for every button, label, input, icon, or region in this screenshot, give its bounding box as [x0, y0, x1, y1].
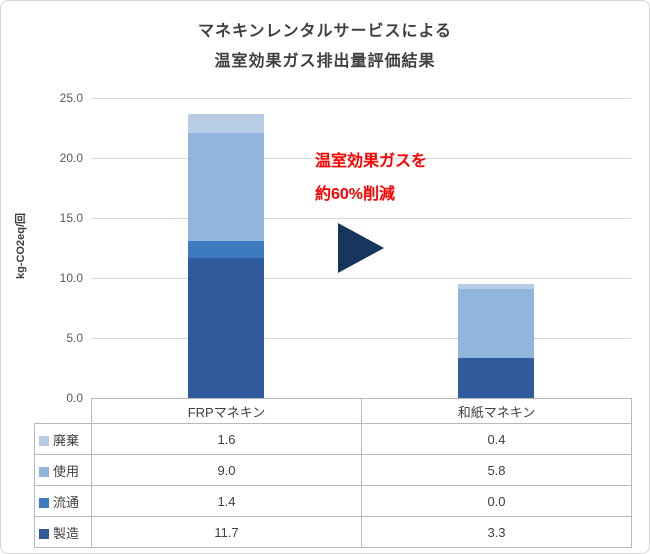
table-row-use: 使用 9.0 5.8: [34, 454, 632, 486]
table-header-row: FRPマネキン 和紙マネキン: [91, 398, 632, 424]
value-cell: 1.4: [91, 485, 362, 517]
stacked-bar-frp-mannequin: [188, 113, 264, 398]
bar-segment: [188, 240, 264, 258]
annotation-line1: 温室効果ガスを: [315, 153, 428, 170]
value-cell: 3.3: [361, 516, 632, 548]
chart-title-line1: マネキンレンタルサービスによる: [197, 23, 453, 40]
stacked-bar-washi-mannequin: [458, 284, 534, 398]
data-table: 廃棄 1.6 0.4 使用 9.0 5.8 流通 1.4 0.0 製造 11.7…: [34, 423, 632, 548]
bar-segment: [458, 284, 534, 289]
bar-segment: [458, 288, 534, 359]
y-tick-label: 25.0: [59, 91, 83, 105]
value-cell: 0.4: [361, 423, 632, 455]
value-cell: 5.8: [361, 454, 632, 486]
chart-title-line2: 温室効果ガス排出量評価結果: [214, 53, 436, 70]
annotation-line2: 約60%削減: [315, 186, 396, 203]
legend-cell-distribution: 流通: [34, 485, 92, 517]
value-cell: 11.7: [91, 516, 362, 548]
bar-segment: [188, 257, 264, 398]
legend-cell-disposal: 廃棄: [34, 423, 92, 455]
legend-cell-use: 使用: [34, 454, 92, 486]
y-tick-label: 0.0: [66, 391, 83, 405]
table-row-manufacturing: 製造 11.7 3.3: [34, 516, 632, 548]
y-axis-label: kg-CO2eq/回: [15, 213, 27, 280]
annotation: 温室効果ガスを 約60%削減: [315, 145, 427, 211]
bar-segment: [188, 132, 264, 241]
legend-label: 使用: [53, 463, 80, 479]
legend-swatch-use: [39, 466, 49, 477]
value-cell: 0.0: [361, 485, 632, 517]
table-row-disposal: 廃棄 1.6 0.4: [34, 423, 632, 455]
gridline: [91, 278, 631, 279]
table-header-cell-washi: 和紙マネキン: [361, 398, 632, 424]
gridline: [91, 338, 631, 339]
plot-area: [91, 98, 631, 399]
gridline: [91, 158, 631, 159]
value-cell: 9.0: [91, 454, 362, 486]
gridline: [91, 218, 631, 219]
table-row-distribution: 流通 1.4 0.0: [34, 485, 632, 517]
gridline: [91, 98, 631, 99]
legend-label: 製造: [53, 525, 80, 541]
bar-segment: [458, 358, 534, 398]
y-tick-label: 20.0: [59, 151, 83, 165]
y-tick-label: 5.0: [66, 331, 83, 345]
value-cell: 1.6: [91, 423, 362, 455]
legend-swatch-disposal: [39, 435, 49, 446]
legend-label: 流通: [53, 494, 80, 510]
bar-segment: [188, 113, 264, 133]
legend-label: 廃棄: [53, 432, 80, 448]
legend-swatch-manufacturing: [39, 528, 49, 539]
y-tick-label: 10.0: [59, 271, 83, 285]
legend-cell-manufacturing: 製造: [34, 516, 92, 548]
arrow-right-icon: [338, 223, 384, 273]
table-header-cell-frp: FRPマネキン: [91, 398, 362, 424]
y-tick-label: 15.0: [59, 211, 83, 225]
legend-swatch-distribution: [39, 497, 49, 508]
